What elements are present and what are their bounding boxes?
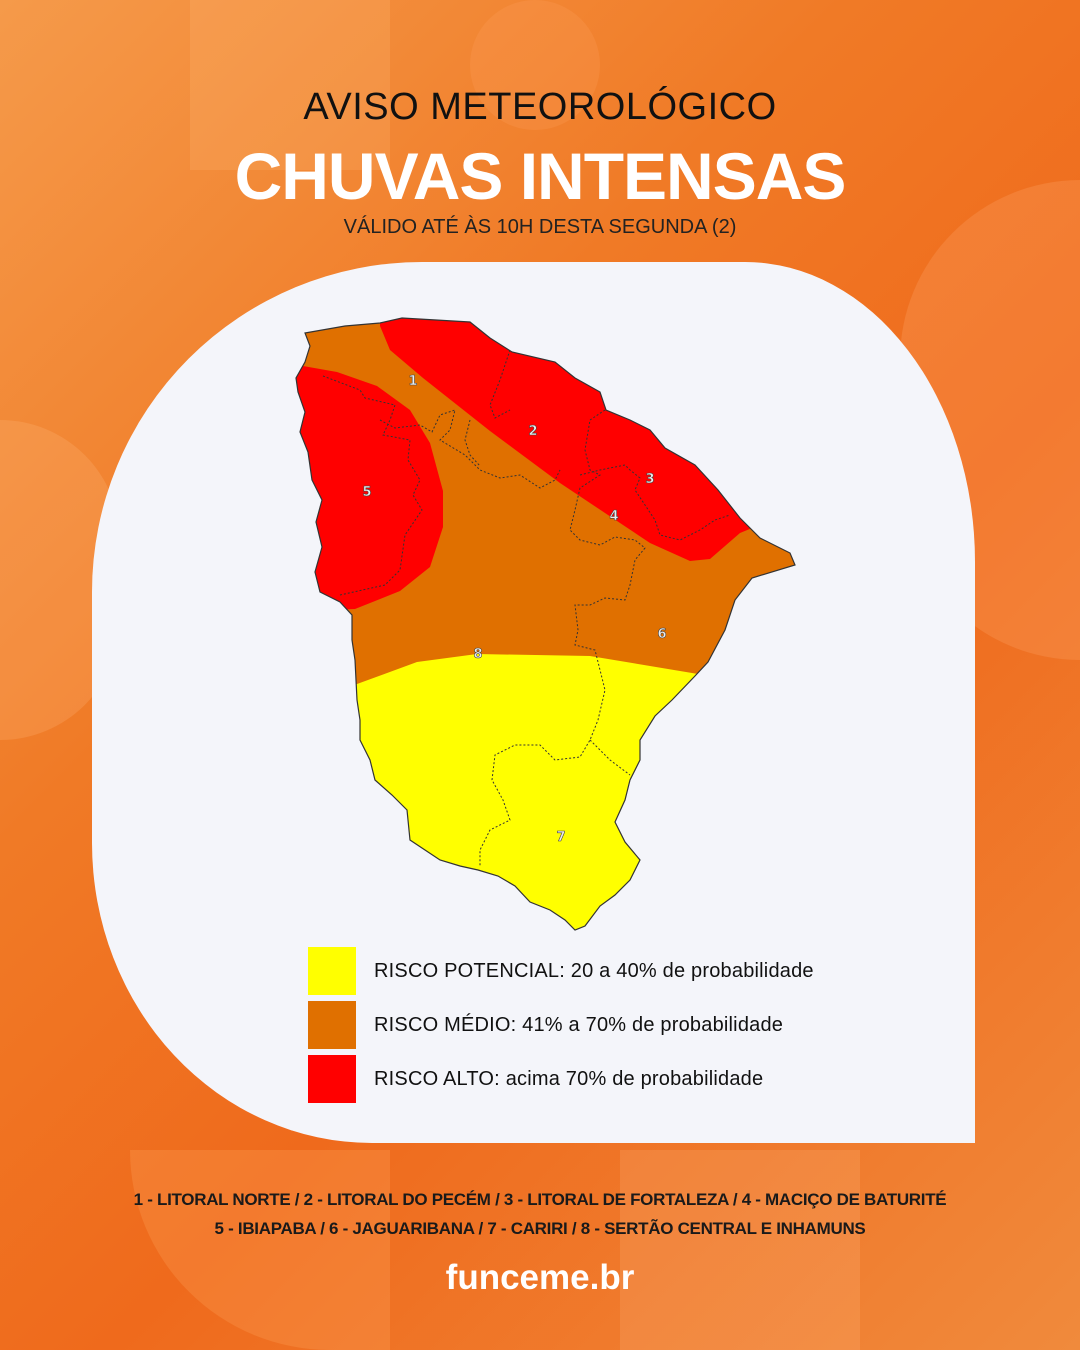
- region-label-3: 3: [645, 472, 654, 487]
- region-label-8: 8: [473, 647, 482, 662]
- region-label-6: 6: [657, 627, 666, 642]
- region-label-1: 1: [408, 374, 417, 389]
- page-title: CHUVAS INTENSAS: [234, 139, 847, 213]
- validity-subtitle: VÁLIDO ATÉ ÀS 10H DESTA SEGUNDA (2): [343, 216, 737, 238]
- legend-item-medio: RISCO MÉDIO: 41% a 70% de probabilidade: [308, 1001, 783, 1049]
- legend-label: RISCO ALTO: acima 70% de probabilidade: [374, 1067, 764, 1090]
- region-label-7: 7: [556, 830, 565, 845]
- region-label-5: 5: [362, 485, 371, 500]
- kicker-title: AVISO METEOROLÓGICO: [303, 86, 777, 128]
- regions-key-line-1: 1 - LITORAL NORTE / 2 - LITORAL DO PECÉM…: [133, 1190, 947, 1209]
- legend-swatch-yellow: [308, 947, 356, 995]
- legend-swatch-red: [308, 1055, 356, 1103]
- legend-swatch-orange: [308, 1001, 356, 1049]
- region-label-2: 2: [528, 424, 537, 439]
- region-boundaries: [322, 349, 731, 866]
- regions-key-line-2: 5 - IBIAPABA / 6 - JAGUARIBANA / 7 - CAR…: [214, 1219, 866, 1238]
- legend-label: RISCO POTENCIAL: 20 a 40% de probabilida…: [374, 959, 814, 982]
- zone-risco-potencial: [296, 654, 795, 930]
- legend-item-potencial: RISCO POTENCIAL: 20 a 40% de probabilida…: [308, 947, 814, 995]
- region-label-4: 4: [609, 509, 618, 524]
- legend-label: RISCO MÉDIO: 41% a 70% de probabilidade: [374, 1013, 784, 1036]
- site-url: funceme.br: [445, 1258, 635, 1297]
- legend-item-alto: RISCO ALTO: acima 70% de probabilidade: [308, 1055, 763, 1103]
